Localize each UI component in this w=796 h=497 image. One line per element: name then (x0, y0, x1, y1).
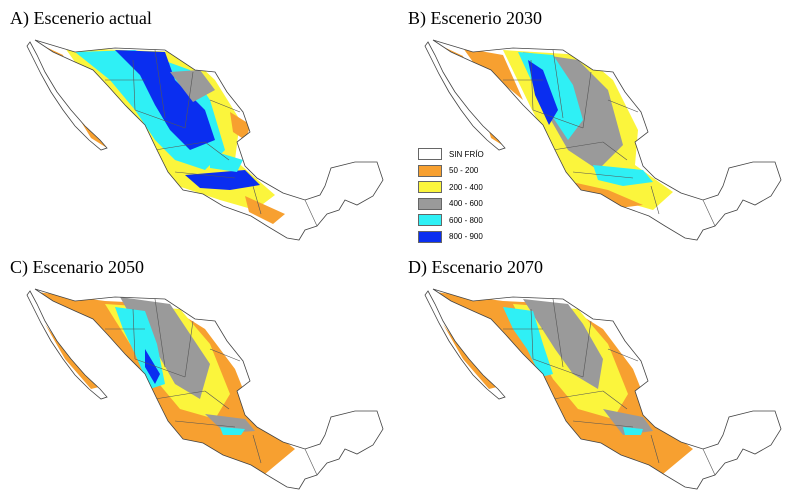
legend-item: SIN FRÍO (418, 146, 528, 163)
map-svg (26, 39, 384, 241)
legend-label: 50 - 200 (449, 166, 479, 176)
chill-zone (230, 112, 251, 140)
chill-zone (220, 427, 245, 435)
legend-item: 200 - 400 (418, 179, 528, 196)
country-border (26, 290, 108, 400)
legend-label: 600 - 800 (449, 215, 483, 225)
state-border (209, 348, 241, 362)
state-border (304, 199, 318, 227)
map-svg (26, 288, 384, 490)
legend-swatch (418, 148, 442, 161)
chill-zone (523, 299, 603, 389)
chill-zone (205, 414, 255, 433)
state-border (174, 420, 236, 428)
state-border (132, 59, 136, 111)
panel-title: B) Escenerio 2030 (408, 8, 542, 28)
state-border (602, 141, 628, 161)
legend-swatch (418, 230, 442, 243)
state-border (552, 49, 564, 119)
state-border (204, 390, 230, 410)
map-svg (424, 288, 782, 490)
chill-zone (170, 70, 215, 102)
state-border (702, 199, 716, 227)
state-border (552, 390, 604, 400)
chill-zone (245, 196, 285, 224)
state-border (552, 141, 604, 151)
state-border (552, 298, 564, 368)
chill-zone (623, 427, 643, 435)
legend-item: 50 - 200 (418, 163, 528, 180)
country-border (432, 39, 782, 241)
state-border (607, 348, 639, 362)
state-border (252, 185, 262, 215)
state-border (530, 59, 534, 111)
state-border (154, 390, 206, 400)
state-border (209, 99, 241, 113)
state-border (204, 141, 230, 161)
panel-title: A) Escenerio actual (10, 8, 152, 28)
country-border (424, 41, 506, 151)
state-border (134, 358, 186, 378)
panel-title: C) Escenario 2050 (10, 257, 144, 277)
chill-zone (210, 150, 243, 172)
chill-zone (603, 409, 653, 435)
state-border (154, 141, 206, 151)
legend-swatch (418, 181, 442, 194)
legend-item: 600 - 800 (418, 212, 528, 229)
map-panel-2070: D) Escenario 2070 (398, 249, 796, 497)
state-border (134, 109, 186, 129)
state-border (650, 185, 660, 215)
state-border (132, 308, 136, 360)
legend-label: 200 - 400 (449, 182, 483, 192)
state-border (650, 434, 660, 464)
country-border (26, 41, 108, 151)
state-border (304, 448, 318, 476)
country-border (432, 288, 782, 490)
panel-title: D) Escenario 2070 (408, 257, 543, 277)
state-border (702, 448, 716, 476)
chill-zone (528, 60, 558, 125)
legend-swatch (418, 197, 442, 210)
state-border (607, 99, 639, 113)
legend-item: 400 - 600 (418, 196, 528, 213)
map-legend: SIN FRÍO 50 - 200 200 - 400 400 - 600 60… (418, 146, 528, 245)
chill-zone (115, 50, 215, 150)
country-border (34, 288, 384, 490)
state-border (530, 308, 534, 360)
legend-label: SIN FRÍO (449, 149, 484, 159)
state-border (184, 71, 194, 129)
map-panel-2030: B) Escenerio 2030 (398, 0, 796, 248)
chill-zone (145, 349, 160, 384)
legend-swatch (418, 164, 442, 177)
state-border (572, 420, 634, 428)
chill-zone (593, 165, 653, 186)
state-border (532, 109, 584, 129)
state-border (184, 320, 194, 378)
legend-swatch (418, 214, 442, 227)
map-svg (424, 39, 782, 241)
state-border (252, 434, 262, 464)
state-border (572, 171, 634, 179)
country-border (424, 290, 506, 400)
state-border (582, 71, 592, 129)
state-border (602, 390, 628, 410)
state-border (154, 49, 166, 119)
map-panel-actual: A) Escenerio actual (0, 0, 398, 248)
state-border (532, 358, 584, 378)
legend-item: 800 - 900 (418, 229, 528, 246)
legend-label: 800 - 900 (449, 232, 483, 242)
map-panel-2050: C) Escenario 2050 (0, 249, 398, 497)
legend-label: 400 - 600 (449, 199, 483, 209)
chill-zone (503, 307, 553, 377)
country-border (34, 39, 384, 241)
state-border (174, 171, 236, 179)
state-border (582, 320, 592, 378)
state-border (154, 298, 166, 368)
